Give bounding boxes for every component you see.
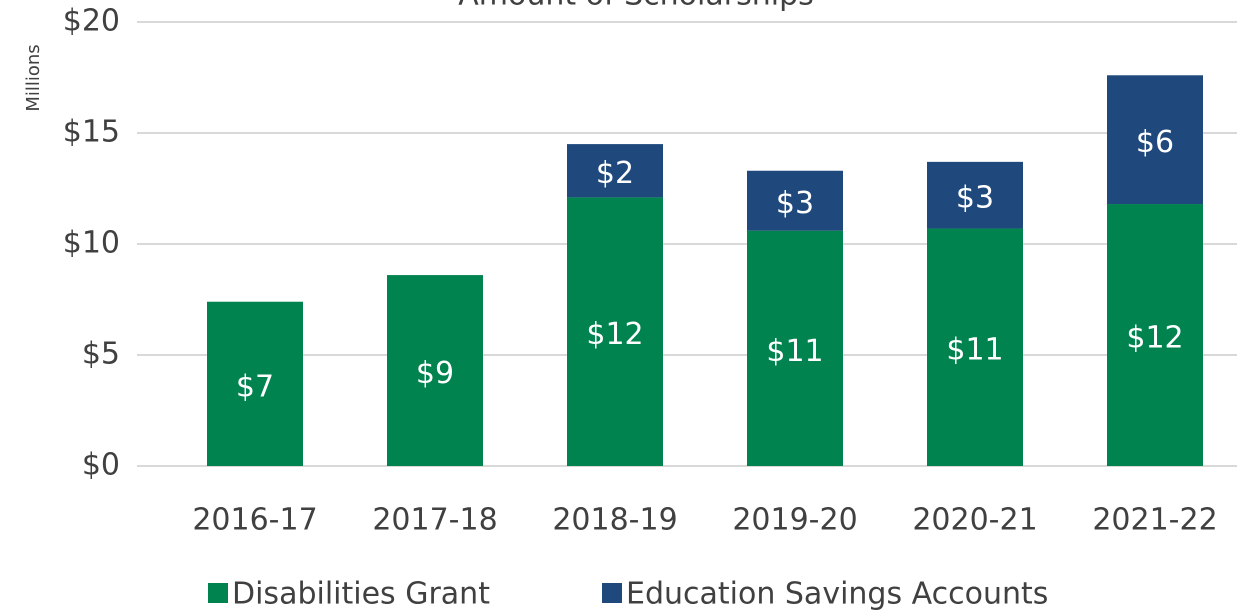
chart-title: Amount of Scholarships xyxy=(458,0,814,13)
bar-segment xyxy=(1107,204,1203,467)
x-tick-label: 2017-18 xyxy=(372,503,497,538)
data-label: $7 xyxy=(236,369,274,404)
bar-segment xyxy=(567,197,663,466)
legend-swatch xyxy=(208,583,228,603)
bar-segment xyxy=(747,170,843,231)
data-label: $2 xyxy=(596,156,634,191)
x-tick-label: 2016-17 xyxy=(192,503,317,538)
data-label: $11 xyxy=(766,334,823,369)
y-axis-label: Millions xyxy=(23,44,44,111)
bar-segment xyxy=(387,275,483,466)
y-tick-label: $5 xyxy=(82,337,120,372)
y-tick-label: $20 xyxy=(63,4,120,39)
bar-segment xyxy=(1107,75,1203,205)
legend-label: Disabilities Grant xyxy=(232,577,490,612)
bar-segment xyxy=(207,301,303,466)
bar-segment xyxy=(927,228,1023,466)
x-tick-label: 2021-22 xyxy=(1092,503,1217,538)
bar-segment xyxy=(747,230,843,466)
bar-segment xyxy=(567,144,663,198)
data-label: $3 xyxy=(956,181,994,216)
x-tick-label: 2019-20 xyxy=(732,503,857,538)
legend-label: Education Savings Accounts xyxy=(626,577,1048,612)
x-tick-label: 2020-21 xyxy=(912,503,1037,538)
data-label: $12 xyxy=(586,317,643,352)
data-label: $12 xyxy=(1126,321,1183,356)
data-label: $3 xyxy=(776,186,814,221)
legend-swatch xyxy=(602,583,622,603)
data-label: $9 xyxy=(416,356,454,391)
data-label: $11 xyxy=(946,333,1003,368)
data-label: $6 xyxy=(1136,125,1174,160)
y-tick-label: $15 xyxy=(63,115,120,150)
x-tick-label: 2018-19 xyxy=(552,503,677,538)
bar-segment xyxy=(927,161,1023,229)
y-tick-label: $0 xyxy=(82,448,120,483)
y-tick-label: $10 xyxy=(63,226,120,261)
